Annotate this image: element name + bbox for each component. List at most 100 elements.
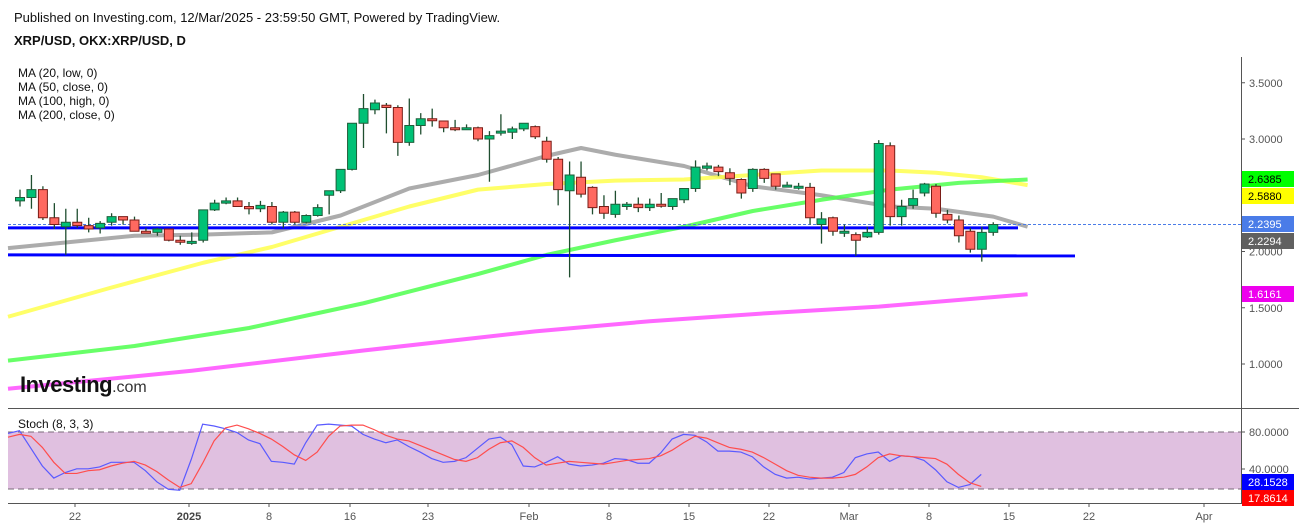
candle [656,193,667,208]
price-tag-label: 2.6385 [1248,174,1282,186]
candle [461,124,472,131]
candle [633,197,644,213]
time-tick-label: 23 [422,511,434,523]
stoch-tag-label: 28.1528 [1248,477,1288,489]
horizontal-lines [7,224,1241,258]
ma-legend: MA (20, low, 0) MA (50, close, 0) MA (10… [18,66,115,122]
logo-suffix: .com [112,379,147,396]
candle [118,216,129,225]
candle [976,226,987,262]
candle [953,215,964,243]
candle [438,120,449,133]
candle [335,168,346,193]
time-tick-label: 22 [1083,511,1095,523]
candle [702,162,712,171]
price-tick-label: 2.0000 [1249,247,1283,259]
candle [896,199,907,226]
time-tick-label: 2025 [177,511,201,523]
candle [621,202,632,210]
time-tick-label: Feb [520,511,539,523]
price-tag [1242,188,1294,204]
time-tick-label: Apr [1195,511,1212,523]
candle [507,126,518,139]
candle [862,226,873,238]
candle [381,103,392,134]
candle [965,227,976,253]
candle [598,195,609,219]
candle [942,209,953,224]
candle [415,113,426,135]
candle [873,140,884,235]
stoch-tick-label: 80.0000 [1249,427,1289,439]
candle [644,198,655,211]
candle [37,186,48,220]
candle [908,189,919,209]
candle [427,108,438,127]
candle [816,212,827,244]
candle [690,160,701,192]
time-tick-label: 8 [606,511,612,523]
candle [610,190,621,218]
candle [747,168,758,192]
price-tag-label: 1.6161 [1248,289,1282,301]
candle [553,157,564,206]
support-line[interactable] [7,253,1076,258]
candle [404,98,415,146]
candle [988,222,999,236]
candle [530,125,541,139]
time-tick-label: 22 [69,511,81,523]
candle [266,202,277,225]
candle [140,227,151,234]
candle [473,126,483,142]
price-tick-label: 1.5000 [1249,303,1283,315]
candle [518,122,529,132]
candle [358,94,369,148]
price-tick-label: 1.0000 [1249,359,1283,371]
stoch-lines [7,423,982,491]
candle [49,203,60,229]
candle [827,216,838,236]
stoch-d-line [7,424,982,489]
candle [667,198,678,210]
price-tag [1242,216,1294,232]
candle [564,161,575,278]
candle [106,213,117,226]
price-tick-label: 3.5000 [1249,78,1283,90]
candle [885,142,896,226]
candles [15,94,999,278]
candle [782,181,793,188]
candle [324,190,335,215]
logo-main: Investing [20,372,113,397]
candle [369,99,380,115]
price-tag-label: 2.5880 [1248,191,1282,203]
stoch-tag [1242,490,1294,506]
symbol-title: XRP/USD, OKX:XRP/USD, D [14,33,186,48]
candle [839,224,850,237]
candle [587,186,598,215]
candle [576,161,587,198]
candle [312,204,323,217]
legend-ma100: MA (100, high, 0) [18,94,110,108]
candle [347,122,358,171]
candle [129,216,140,232]
candle [83,217,94,233]
candle [484,131,495,182]
legend-ma50: MA (50, close, 0) [18,80,109,94]
price-tag [1242,233,1294,249]
candle [289,211,300,225]
time-tick-label: 15 [683,511,695,523]
stoch-tag [1242,474,1294,490]
stoch-title: Stoch (8, 3, 3) [18,417,94,431]
price-tag-label: 2.2395 [1248,219,1282,231]
price-tick-label: 3.0000 [1249,134,1283,146]
time-tick-label: 8 [926,511,932,523]
time-tick-label: 8 [266,511,272,523]
candle [278,211,289,228]
candle [221,197,232,205]
legend-ma20: MA (20, low, 0) [18,66,98,80]
candle [724,168,735,186]
stoch-tag-label: 17.8614 [1248,493,1288,505]
candle [392,105,403,156]
price-ticks: 3.5000 3.0000 2.0000 1.5000 1.0000 80.0000 40.… [1241,78,1289,476]
